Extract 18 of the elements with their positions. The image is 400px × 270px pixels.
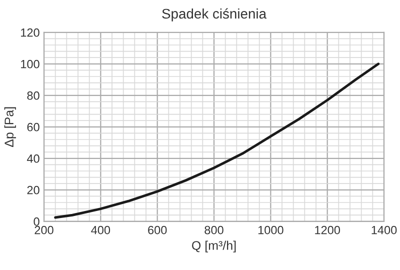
- y-tick-label: 100: [21, 60, 40, 68]
- x-tick-label: 1000: [258, 226, 284, 234]
- y-tick-label: 60: [27, 122, 40, 132]
- x-tick-label: 1400: [372, 226, 397, 234]
- x-tick-label: 200: [34, 226, 54, 234]
- x-tick-label: 800: [204, 226, 224, 234]
- x-axis-title: Q [m³/h]: [192, 240, 236, 252]
- chart-title: Spadek ciśnienia: [162, 8, 267, 22]
- y-tick-label: 120: [21, 28, 40, 37]
- y-axis-title: Δp [Pa]: [4, 107, 16, 148]
- x-tick-label: 600: [148, 226, 167, 234]
- y-tick-label: 0: [34, 217, 40, 226]
- line-series: [54, 62, 380, 219]
- x-tick-label: 400: [91, 226, 110, 234]
- y-tick-label: 40: [26, 154, 40, 163]
- y-tick-label: 80: [27, 91, 40, 100]
- y-tick-label: 20: [27, 186, 40, 194]
- x-tick-label: 1200: [315, 226, 340, 234]
